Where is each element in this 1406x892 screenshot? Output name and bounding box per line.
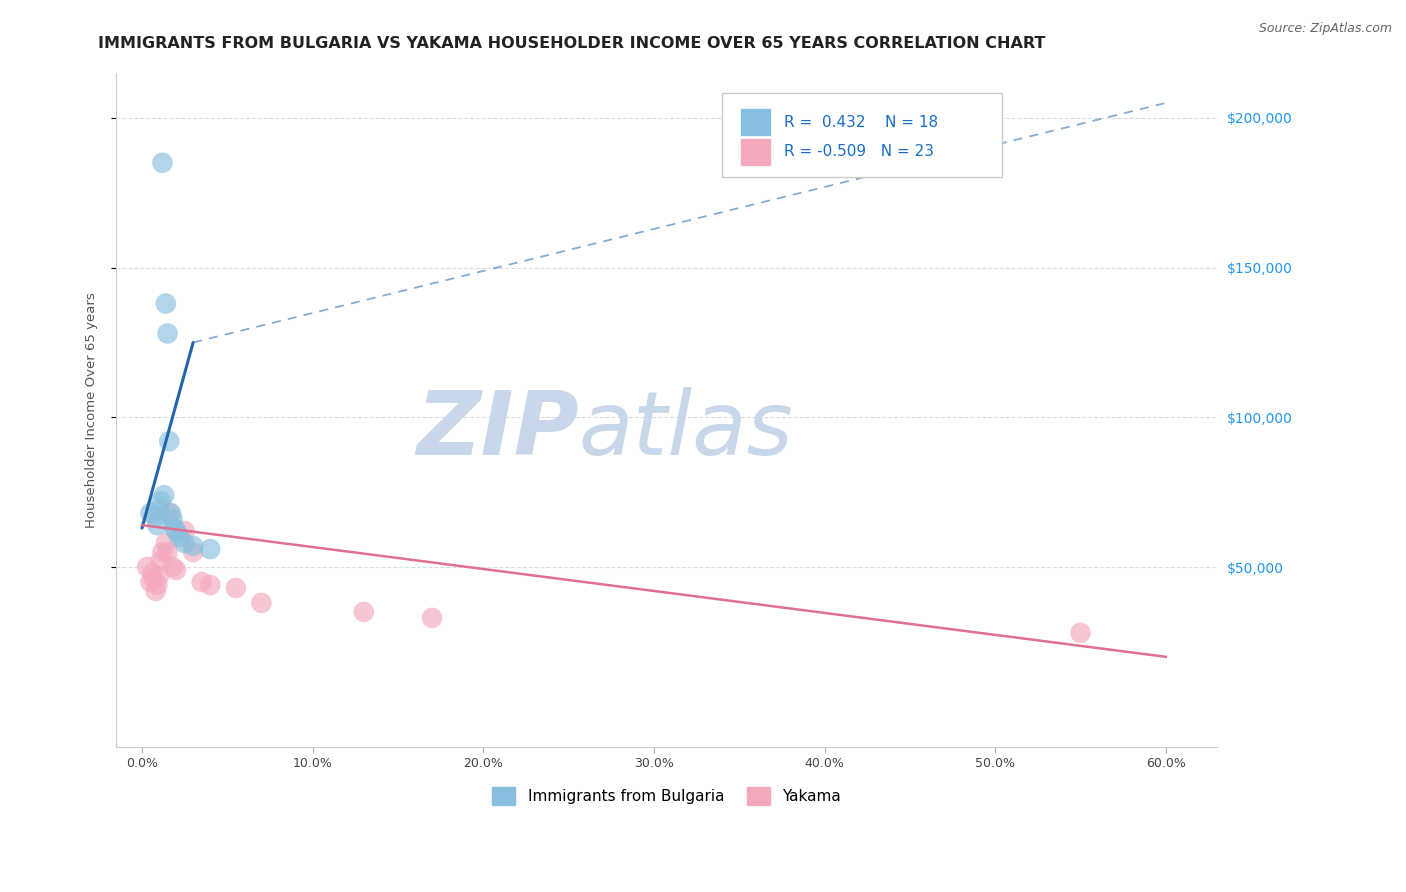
Point — [156, 326, 179, 341]
Point — [146, 518, 169, 533]
Point — [139, 506, 162, 520]
Point — [155, 296, 177, 310]
Text: ZIP: ZIP — [416, 386, 579, 474]
Point — [162, 560, 184, 574]
Point — [153, 488, 176, 502]
Point — [152, 545, 174, 559]
Point — [165, 524, 187, 538]
Point — [160, 506, 183, 520]
Text: Source: ZipAtlas.com: Source: ZipAtlas.com — [1258, 22, 1392, 36]
Point — [200, 542, 222, 557]
Point — [162, 512, 184, 526]
Bar — [741, 108, 772, 136]
Point — [250, 596, 273, 610]
Point — [169, 530, 191, 544]
Point — [225, 581, 247, 595]
Point — [173, 536, 195, 550]
Point — [136, 560, 159, 574]
Point — [145, 584, 167, 599]
Point — [148, 503, 170, 517]
Point — [148, 569, 170, 583]
Point — [165, 563, 187, 577]
Point — [1069, 625, 1091, 640]
Point — [181, 539, 204, 553]
Point — [420, 611, 443, 625]
Point — [139, 574, 162, 589]
Legend: Immigrants from Bulgaria, Yakama: Immigrants from Bulgaria, Yakama — [485, 780, 849, 814]
Point — [190, 574, 212, 589]
Point — [149, 554, 172, 568]
Point — [149, 494, 172, 508]
Point — [152, 156, 174, 170]
Point — [155, 536, 177, 550]
Point — [181, 545, 204, 559]
FancyBboxPatch shape — [721, 93, 1002, 178]
Text: R = -0.509   N = 23: R = -0.509 N = 23 — [785, 145, 935, 160]
Point — [353, 605, 375, 619]
Text: IMMIGRANTS FROM BULGARIA VS YAKAMA HOUSEHOLDER INCOME OVER 65 YEARS CORRELATION : IMMIGRANTS FROM BULGARIA VS YAKAMA HOUSE… — [98, 36, 1046, 51]
Point — [145, 509, 167, 524]
Text: atlas: atlas — [579, 387, 793, 473]
Point — [141, 566, 163, 580]
Point — [173, 524, 195, 538]
Bar — [741, 137, 772, 166]
Text: R =  0.432    N = 18: R = 0.432 N = 18 — [785, 115, 939, 129]
Point — [156, 545, 179, 559]
Point — [142, 572, 165, 586]
Point — [146, 578, 169, 592]
Point — [157, 434, 180, 449]
Y-axis label: Householder Income Over 65 years: Householder Income Over 65 years — [86, 292, 98, 528]
Point — [157, 506, 180, 520]
Point — [200, 578, 222, 592]
Point — [163, 521, 186, 535]
